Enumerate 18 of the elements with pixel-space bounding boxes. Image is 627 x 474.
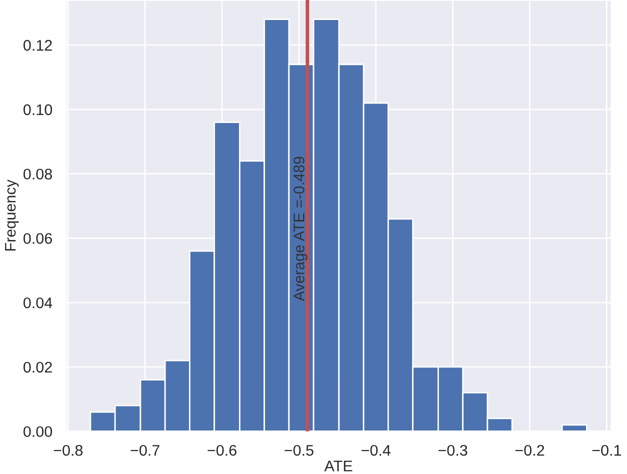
x-tick-label: −0.4 (362, 444, 391, 456)
y-axis-title: Frequency (5, 180, 19, 251)
y-tick-label: 0.00 (24, 426, 52, 438)
y-tick-label: 0.10 (24, 104, 52, 116)
x-axis-title: ATE (324, 460, 352, 472)
x-tick-label: −0.3 (438, 444, 468, 456)
y-tick-label: 0.06 (24, 233, 52, 244)
x-tick-label: −0.2 (515, 444, 544, 456)
y-tick-label: 0.04 (24, 297, 52, 308)
x-tick-label: −0.1 (592, 444, 622, 456)
y-tick-label: 0.12 (24, 40, 52, 51)
x-tick-label: −0.8 (54, 444, 83, 456)
x-tick-label: −0.5 (284, 444, 314, 456)
y-tick-label: 0.08 (24, 168, 52, 180)
x-tick-label: −0.7 (130, 444, 160, 456)
x-tick-label: −0.6 (208, 444, 236, 456)
y-tick-label: 0.02 (24, 362, 52, 373)
ref-line-label: Average ATE =-0.489 (294, 156, 308, 302)
